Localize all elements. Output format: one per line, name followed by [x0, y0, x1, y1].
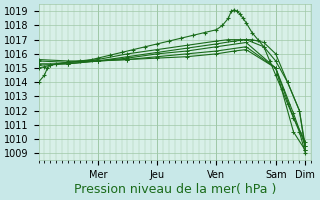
X-axis label: Pression niveau de la mer( hPa ): Pression niveau de la mer( hPa ) — [74, 183, 276, 196]
